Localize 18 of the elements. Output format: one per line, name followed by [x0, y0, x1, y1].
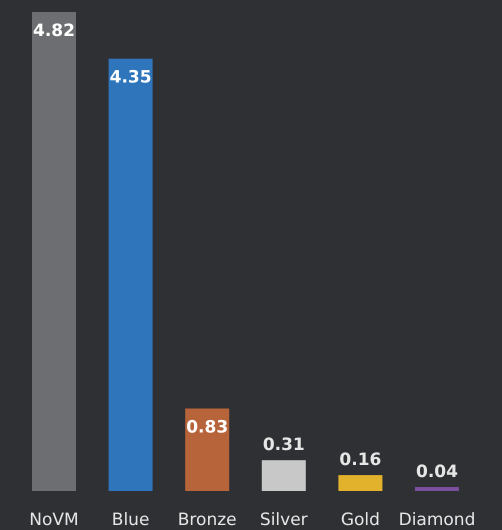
- bar: [262, 460, 306, 491]
- data-label: 0.83: [186, 418, 228, 438]
- bar: [32, 12, 76, 491]
- bar: [108, 58, 153, 491]
- bar: [338, 475, 382, 491]
- data-label: 0.16: [339, 450, 382, 470]
- bar: [185, 408, 230, 491]
- x-tick-label: Bronze: [178, 510, 237, 530]
- x-tick-label: Blue: [112, 510, 150, 530]
- x-tick-label: Silver: [260, 510, 308, 530]
- data-label: 4.35: [110, 68, 152, 88]
- data-label: 4.82: [33, 21, 75, 41]
- data-label: 0.31: [262, 435, 305, 456]
- x-tick-label: Gold: [340, 510, 380, 530]
- bar: [415, 487, 459, 491]
- x-tick-label: NoVM: [29, 510, 79, 530]
- x-tick-label: Diamond: [398, 510, 476, 530]
- data-label: 0.04: [416, 462, 458, 482]
